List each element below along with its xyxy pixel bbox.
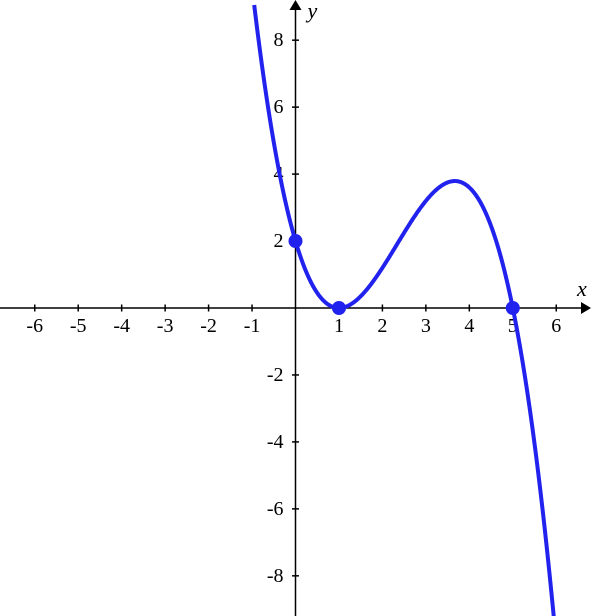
x-tick-label: 1 <box>334 315 344 337</box>
y-tick-label: 6 <box>274 96 284 118</box>
y-tick-label: -2 <box>267 364 284 386</box>
y-tick-label: -4 <box>267 431 284 453</box>
marked-point <box>332 301 346 315</box>
x-tick-label: 3 <box>421 315 431 337</box>
x-axis-label: x <box>576 276 587 301</box>
x-axis-arrow <box>581 302 591 314</box>
x-tick-label: -1 <box>244 315 261 337</box>
y-tick-label: 2 <box>274 230 284 252</box>
x-tick-label: -4 <box>113 315 130 337</box>
x-tick-label: -2 <box>200 315 217 337</box>
x-tick-label: -3 <box>157 315 174 337</box>
marked-point <box>506 301 520 315</box>
x-tick-label: 6 <box>551 315 561 337</box>
y-axis-arrow <box>290 0 302 10</box>
x-tick-label: 2 <box>377 315 387 337</box>
y-axis-label: y <box>306 0 318 23</box>
chart-container: -6-5-4-3-2-1123456-8-6-4-22468xy <box>0 0 591 616</box>
y-tick-label: 8 <box>274 29 284 51</box>
polynomial-chart: -6-5-4-3-2-1123456-8-6-4-22468xy <box>0 0 591 616</box>
x-tick-label: -6 <box>26 315 43 337</box>
x-tick-label: 4 <box>464 315 474 337</box>
x-tick-label: -5 <box>70 315 87 337</box>
y-tick-label: -6 <box>267 498 284 520</box>
y-tick-label: -8 <box>267 565 284 587</box>
marked-point <box>289 234 303 248</box>
